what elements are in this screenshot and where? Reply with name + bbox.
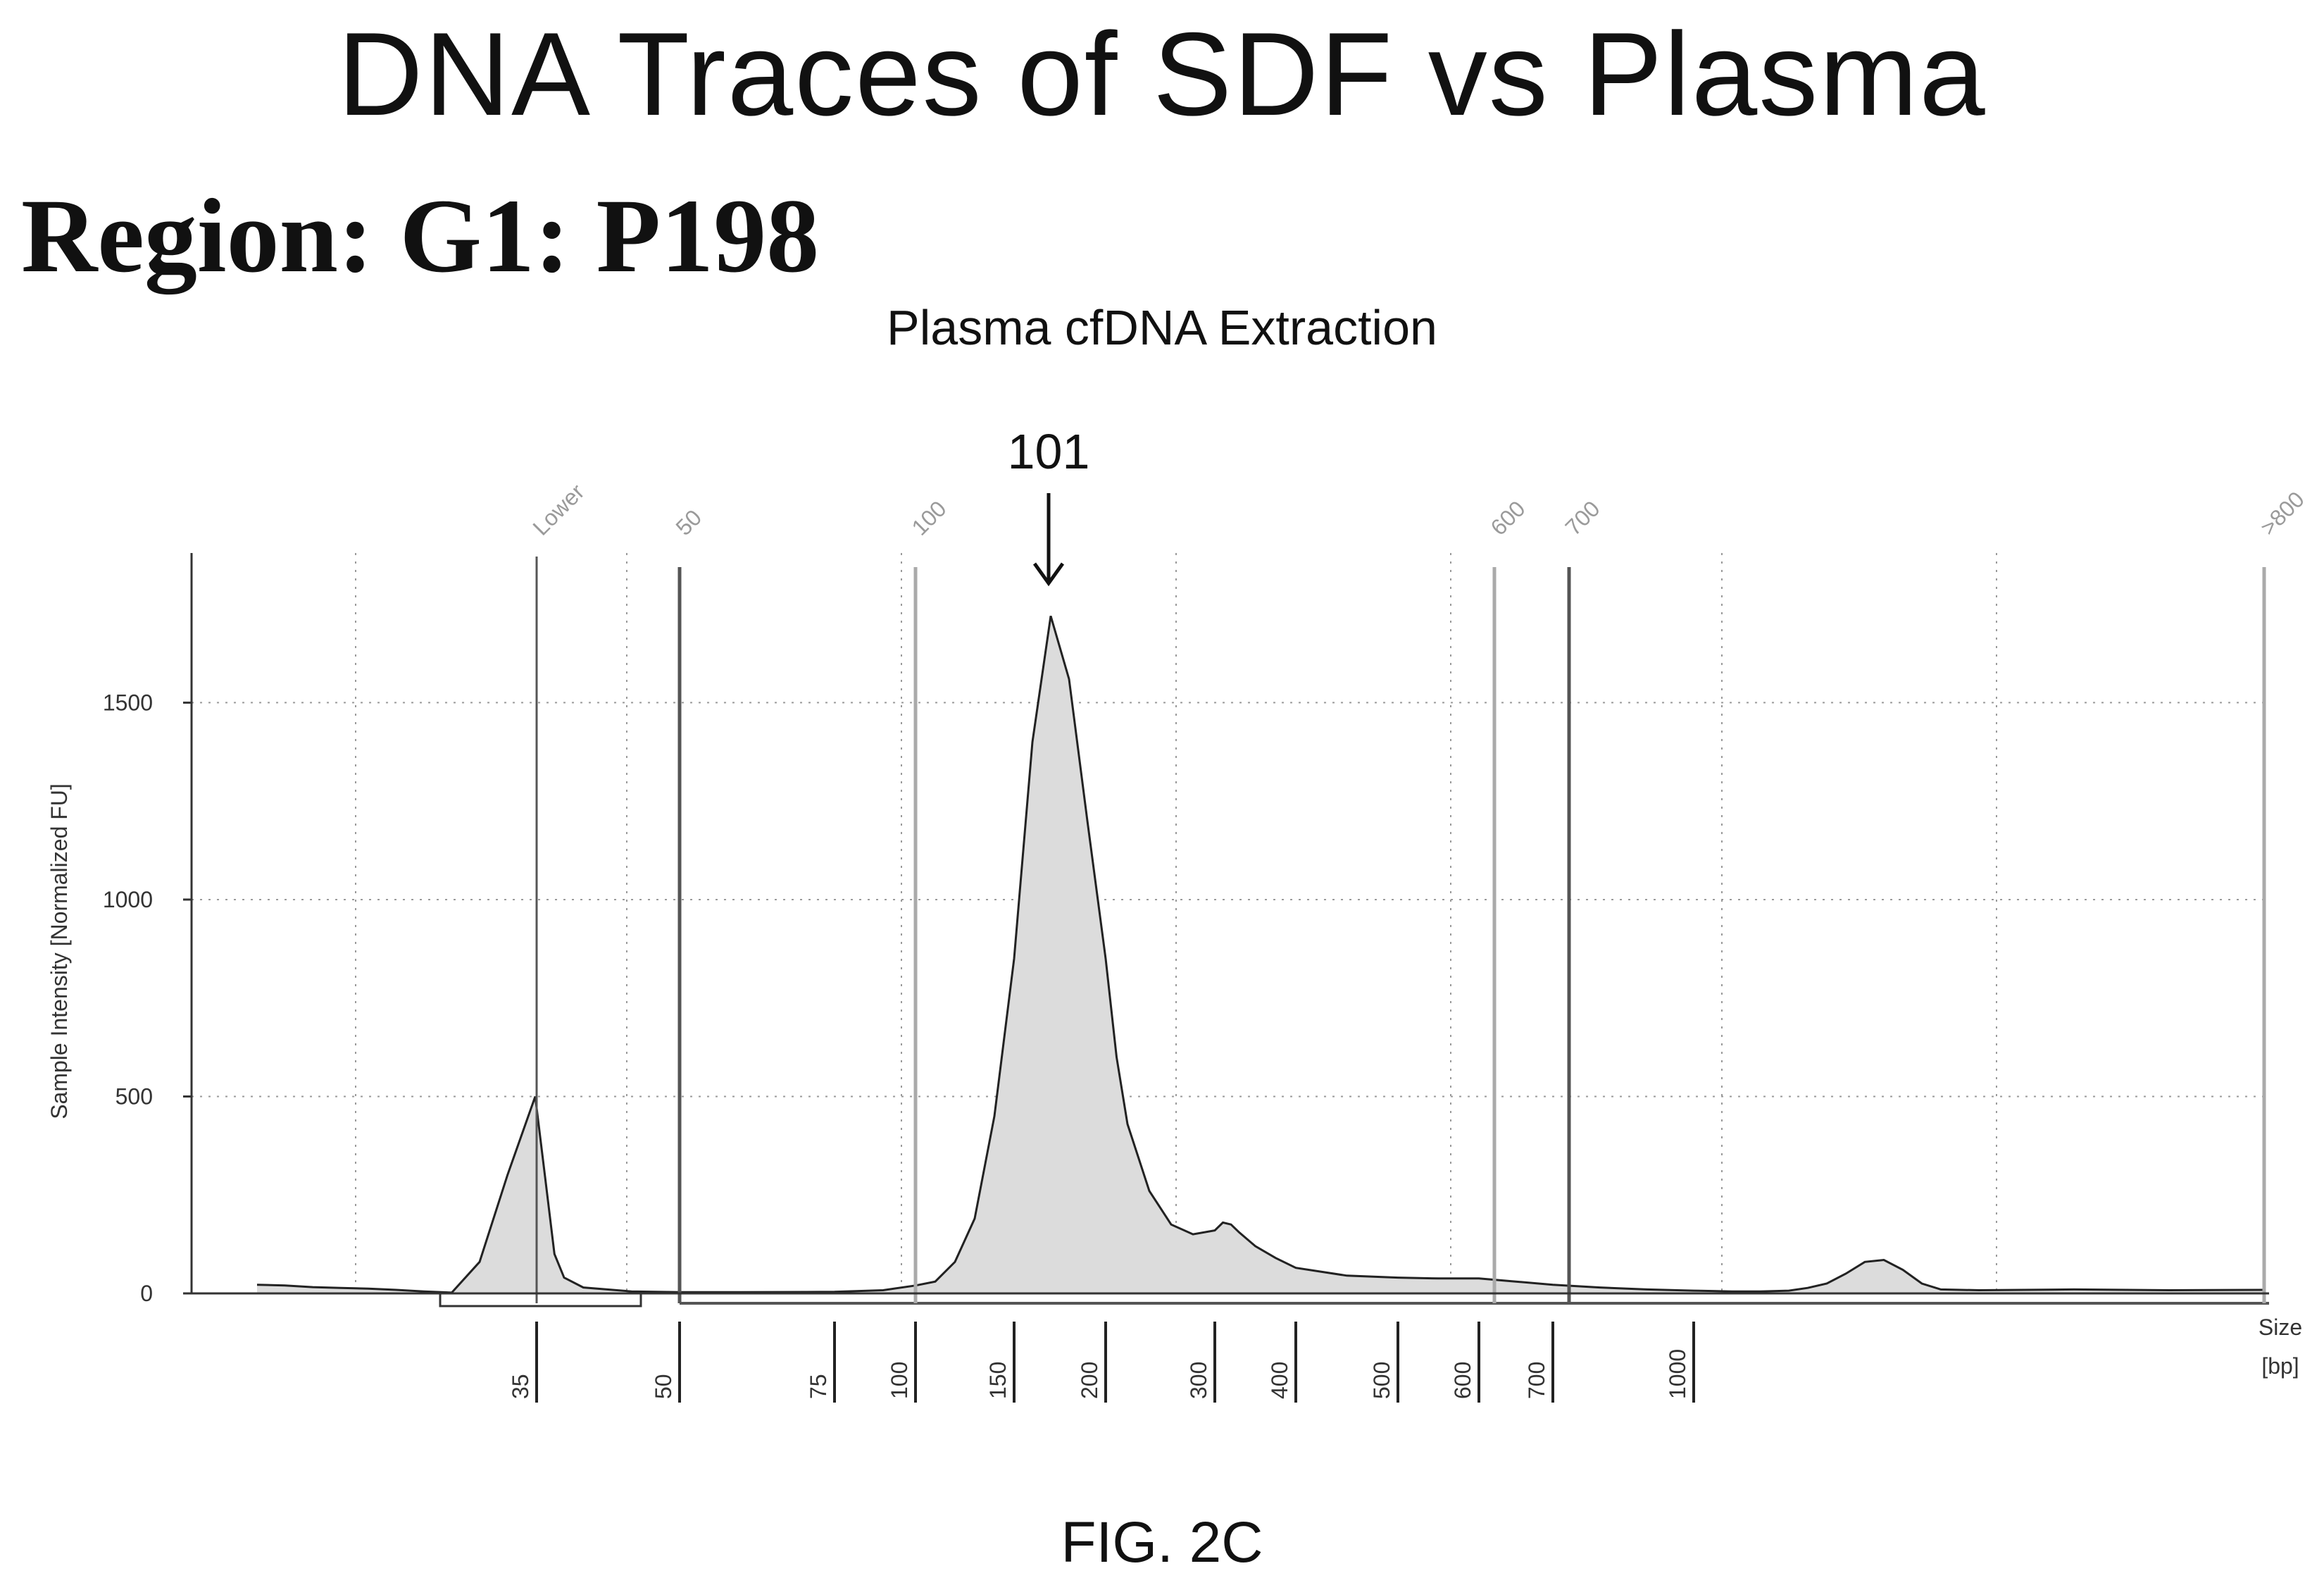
electropherogram-chart: Lower 50 100 600 700 >800 0 500 1000 1500 35 50 75… [46, 424, 2309, 1403]
y-tick-label: 0 [140, 1281, 153, 1306]
x-tick-label: 700 [1524, 1362, 1549, 1399]
lower-marker-region [439, 1292, 642, 1307]
x-tick-label: 50 [651, 1374, 676, 1399]
trace-layer [256, 615, 2269, 1307]
trace-line [256, 615, 2265, 1294]
x-tick-label: 200 [1077, 1362, 1102, 1399]
region-label: Region: G1: P198 [21, 178, 820, 294]
x-tick-label: 35 [508, 1374, 533, 1399]
x-tick-label: 75 [806, 1374, 831, 1399]
x-tick-label: 100 [887, 1362, 912, 1399]
x-tick-label: 150 [985, 1362, 1011, 1399]
grid [192, 553, 2269, 1293]
y-axis-label: Sample Intensity [Normalized FU] [46, 783, 72, 1119]
size-marker-label: Lower [527, 479, 589, 540]
peak-annotation: 101 [1008, 424, 1090, 587]
axes [190, 553, 2269, 1295]
x-tick-label: 1000 [1665, 1349, 1690, 1399]
x-tick-label: 400 [1267, 1362, 1292, 1399]
y-tick-label: 500 [115, 1083, 153, 1109]
x-tick-label: 600 [1450, 1362, 1475, 1399]
y-ticks: 0 500 1000 1500 [103, 690, 192, 1306]
y-tick-label: 1500 [103, 690, 153, 715]
peak-arrow-head [1032, 562, 1065, 587]
size-marker-label: 100 [906, 496, 951, 540]
x-tick-label: 300 [1186, 1362, 1211, 1399]
size-marker-label: 600 [1485, 496, 1530, 540]
size-marker-label: 50 [670, 504, 706, 540]
x-tick-label: 500 [1369, 1362, 1394, 1399]
headline: DNA Traces of SDF vs Plasma [337, 8, 1987, 140]
size-marker-label: >800 [2255, 487, 2309, 540]
x-axis-label: Size [2259, 1315, 2302, 1340]
chart-title: Plasma cfDNA Extraction [887, 300, 1437, 355]
x-axis-unit: [bp] [2261, 1353, 2299, 1379]
y-tick-label: 1000 [103, 887, 153, 912]
size-marker-label: 700 [1560, 496, 1604, 540]
figure-label: FIG. 2C [1061, 1510, 1263, 1574]
x-ticks: 35 50 75 100 150 200 300 400 500 600 700 1000 [508, 1322, 1695, 1403]
size-markers: Lower 50 100 600 700 >800 [527, 479, 2309, 1303]
peak-label: 101 [1008, 424, 1090, 479]
trace-area [257, 616, 2264, 1293]
